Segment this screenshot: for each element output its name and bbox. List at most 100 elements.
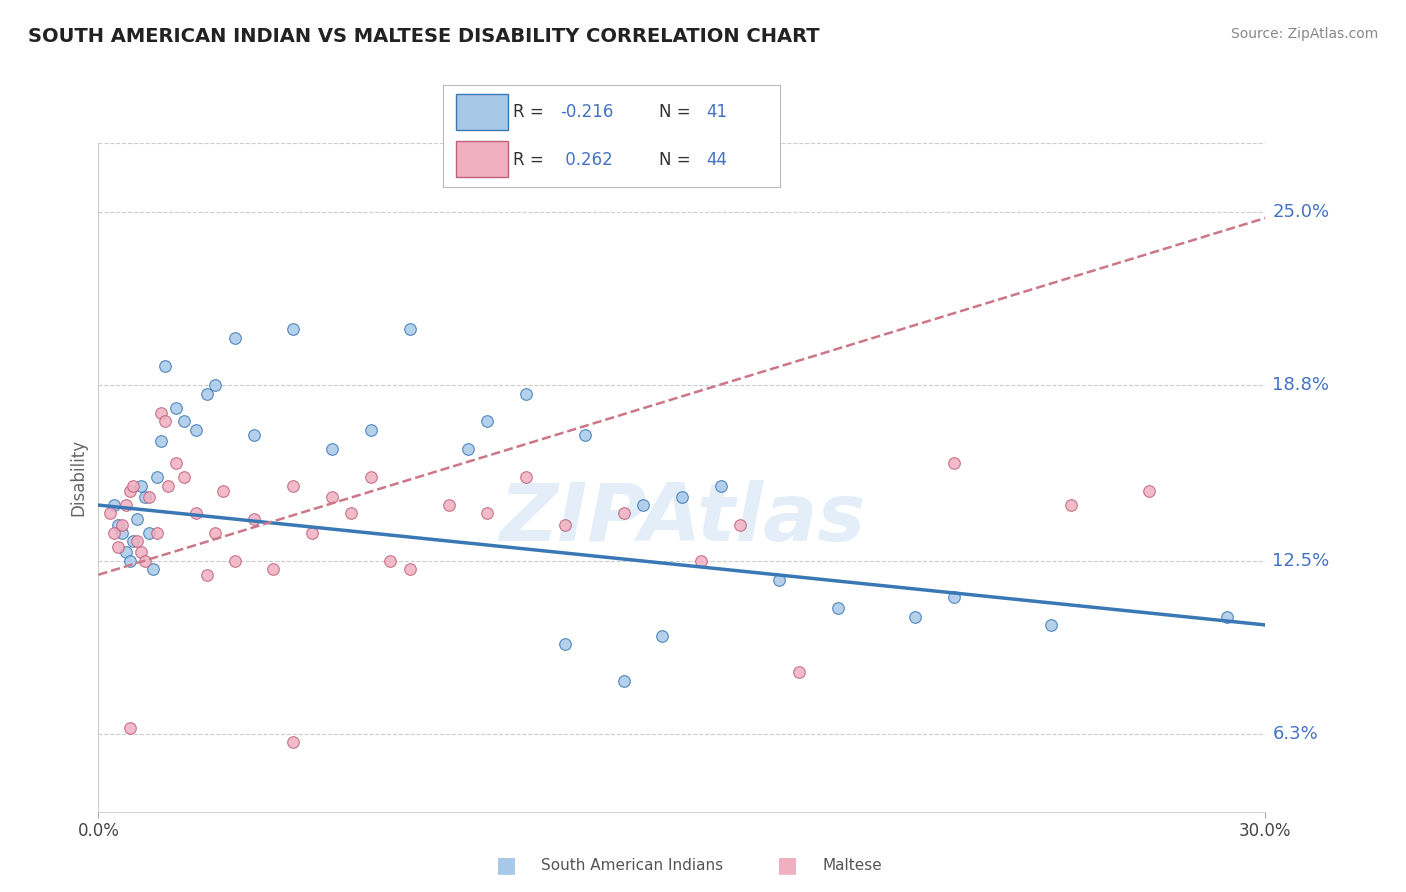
Point [301,525,323,540]
Point [340,507,363,521]
Point [146,470,169,484]
Text: 12.5%: 12.5% [1272,552,1330,570]
Point [165,456,187,470]
Text: 41: 41 [706,103,727,121]
Point [127,534,149,549]
Point [612,507,634,521]
Point [943,590,966,604]
Point [204,525,226,540]
Point [574,428,596,442]
Text: R =: R = [513,103,550,121]
Point [224,331,246,345]
Point [457,442,479,457]
Point [134,554,156,568]
Point [378,554,402,568]
Point [146,525,169,540]
Point [153,359,176,373]
Text: 0.262: 0.262 [561,151,613,169]
Bar [457,94,509,130]
Text: ■: ■ [496,855,516,875]
Point [111,517,134,532]
Point [138,525,160,540]
Text: N =: N = [659,151,696,169]
Point [787,665,810,680]
Point [827,601,849,615]
Point [243,428,266,442]
Point [690,554,713,568]
Point [184,423,207,437]
Point [728,517,751,532]
Point [153,414,176,428]
Text: Maltese: Maltese [823,858,882,872]
Point [360,470,382,484]
Bar [457,141,509,177]
Point [631,498,654,512]
Point [195,386,218,401]
Point [111,525,134,540]
Point [157,478,180,492]
Point [138,490,160,504]
Point [904,609,927,624]
Point [118,484,141,499]
Point [768,574,790,588]
Point [281,735,304,749]
Text: South American Indians: South American Indians [541,858,724,872]
Text: ■: ■ [778,855,797,875]
Point [127,512,149,526]
Point [554,637,576,651]
Text: -0.216: -0.216 [561,103,613,121]
Point [129,478,152,492]
Point [360,423,382,437]
Text: 6.3%: 6.3% [1272,724,1319,743]
Point [1137,484,1160,499]
Text: N =: N = [659,103,696,121]
Text: 44: 44 [706,151,727,169]
Point [103,498,125,512]
Point [114,498,136,512]
Point [173,414,195,428]
Point [204,378,226,392]
Point [321,490,343,504]
Point [943,456,966,470]
Point [612,673,634,688]
Point [651,629,673,643]
Point [107,540,129,554]
Text: SOUTH AMERICAN INDIAN VS MALTESE DISABILITY CORRELATION CHART: SOUTH AMERICAN INDIAN VS MALTESE DISABIL… [28,27,820,45]
Text: 18.8%: 18.8% [1272,376,1330,394]
Point [515,386,537,401]
Point [243,512,266,526]
Point [134,490,156,504]
Point [118,721,141,735]
Point [671,490,693,504]
Point [515,470,537,484]
Text: R =: R = [513,151,550,169]
Point [107,517,129,532]
Point [710,478,733,492]
Point [281,478,304,492]
Point [165,401,187,415]
Point [321,442,343,457]
Point [114,545,136,559]
Point [281,322,304,336]
Point [103,525,125,540]
Point [398,322,420,336]
Point [173,470,195,484]
Point [1040,618,1063,632]
Point [118,554,141,568]
Point [142,562,165,576]
Point [224,554,246,568]
Point [149,434,172,448]
Point [437,498,460,512]
Point [195,567,218,582]
Point [398,562,420,576]
Point [98,507,121,521]
Point [184,507,207,521]
Point [129,545,152,559]
Point [477,507,499,521]
Point [122,534,145,549]
Point [212,484,235,499]
Point [1060,498,1083,512]
Point [554,517,576,532]
Text: ZIPAtlas: ZIPAtlas [499,480,865,558]
Text: Source: ZipAtlas.com: Source: ZipAtlas.com [1230,27,1378,41]
